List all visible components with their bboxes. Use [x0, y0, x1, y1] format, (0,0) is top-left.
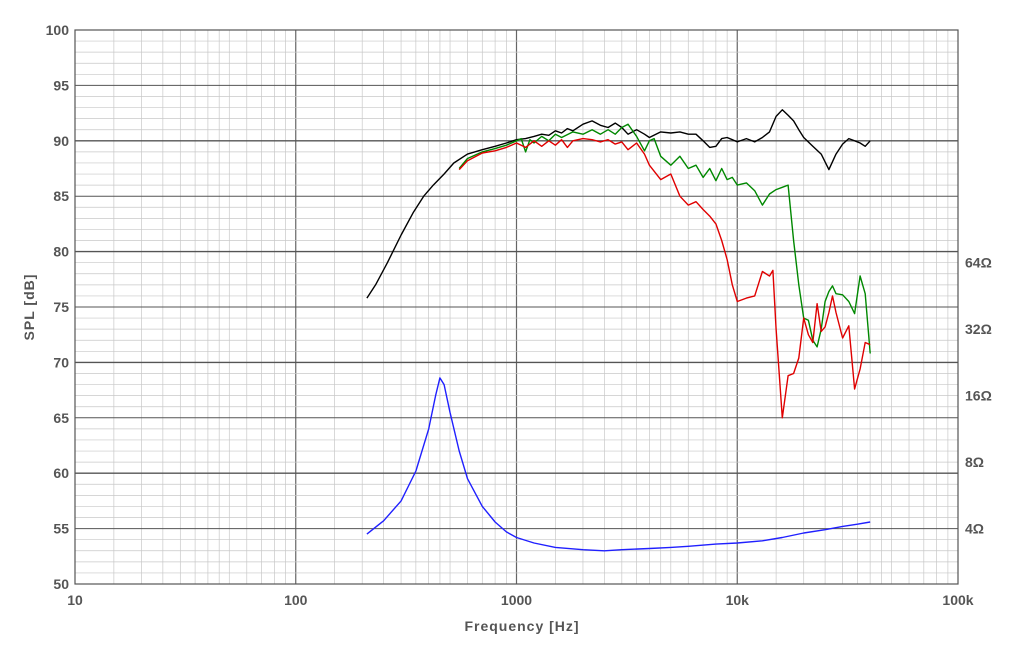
x-tick-label: 10	[67, 592, 83, 608]
x-tick-label: 100	[284, 592, 308, 608]
y-tick-label: 75	[53, 299, 69, 315]
x-tick-labels: 10 100 1000 10k 100k	[67, 592, 974, 608]
x-tick-label: 100k	[942, 592, 973, 608]
y-tick-label: 90	[53, 133, 69, 149]
series-line-2	[458, 123, 871, 354]
y-axis-label: SPL [dB]	[21, 274, 37, 341]
series-group	[366, 109, 871, 552]
x-tick-label: 1000	[501, 592, 532, 608]
impedance-tick-label: 8Ω	[965, 454, 984, 470]
y-tick-label: 70	[53, 354, 69, 370]
series-line-1	[366, 109, 871, 299]
impedance-tick-label: 16Ω	[965, 388, 992, 404]
y-tick-label: 60	[53, 465, 69, 481]
impedance-tick-labels: 4Ω 8Ω 16Ω 32Ω 64Ω	[965, 255, 992, 537]
plot-frame	[74, 29, 959, 585]
y-tick-labels: 50 55 60 65 70 75 80 85 90 95 100	[46, 22, 70, 592]
impedance-tick-label: 32Ω	[965, 321, 992, 337]
y-tick-label: 65	[53, 410, 69, 426]
y-tick-label: 55	[53, 521, 69, 537]
impedance-tick-label: 4Ω	[965, 521, 984, 537]
impedance-tick-label: 64Ω	[965, 255, 992, 271]
y-tick-label: 85	[53, 188, 69, 204]
series-line-4	[366, 377, 871, 552]
y-tick-label: 100	[46, 22, 70, 38]
y-tick-label: 50	[53, 576, 69, 592]
x-tick-label: 10k	[726, 592, 750, 608]
y-tick-label: 80	[53, 244, 69, 260]
grid	[75, 30, 958, 584]
x-axis-label: Frequency [Hz]	[464, 618, 579, 634]
series-line-3	[458, 137, 871, 419]
y-tick-label: 95	[53, 77, 69, 93]
